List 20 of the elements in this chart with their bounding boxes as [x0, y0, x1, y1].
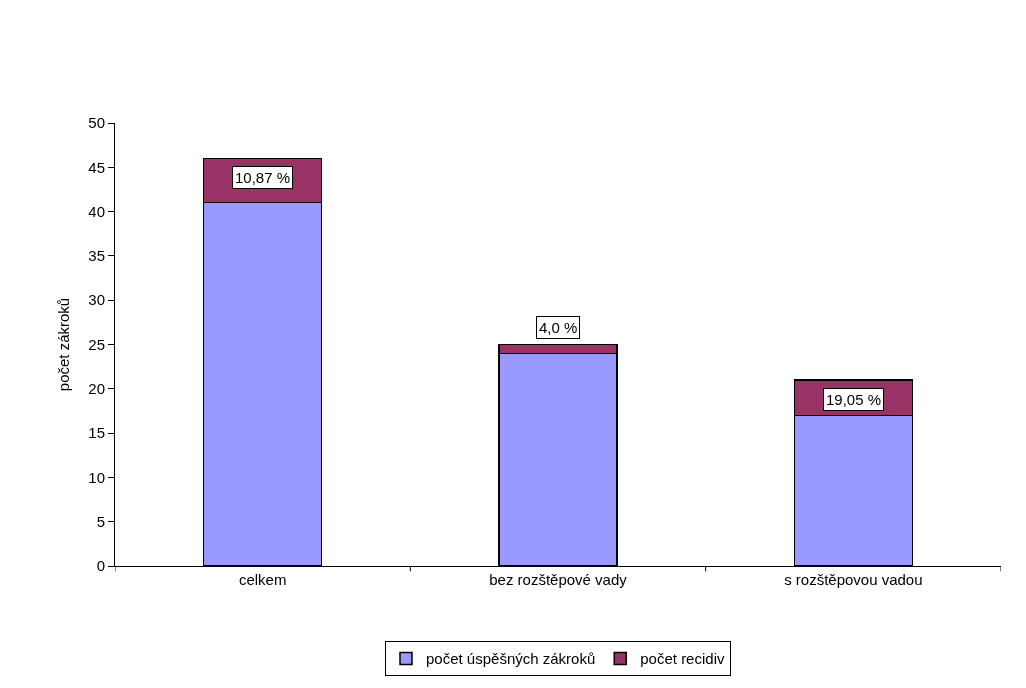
- x-tick-label: bez rozštěpové vady: [489, 571, 628, 588]
- y-tick-label: 50: [88, 114, 105, 132]
- x-tick-label: s rozštěpovou vadou: [784, 571, 923, 588]
- y-tick-label: 40: [88, 202, 105, 220]
- y-tick-label: 15: [88, 424, 105, 442]
- legend-label: počet recidiv: [640, 650, 725, 668]
- y-tick-label: 30: [88, 291, 105, 309]
- annotation: 10,87 %: [235, 169, 291, 186]
- y-tick-label: 5: [96, 512, 105, 530]
- y-tick-label: 45: [88, 158, 105, 176]
- y-tick-label: 10: [88, 468, 105, 486]
- annotation: 19,05 %: [826, 391, 882, 408]
- y-tick-label: 35: [88, 247, 105, 265]
- annotation: 4,0 %: [539, 319, 578, 336]
- x-tick-label: celkem: [238, 571, 287, 588]
- y-tick-label: 20: [88, 380, 105, 398]
- y-tick-label: 25: [88, 335, 105, 353]
- legend-label: počet úspěšných zákroků: [426, 650, 596, 668]
- y-axis-title: počet zákroků: [54, 297, 72, 392]
- y-tick-label: 0: [96, 557, 105, 575]
